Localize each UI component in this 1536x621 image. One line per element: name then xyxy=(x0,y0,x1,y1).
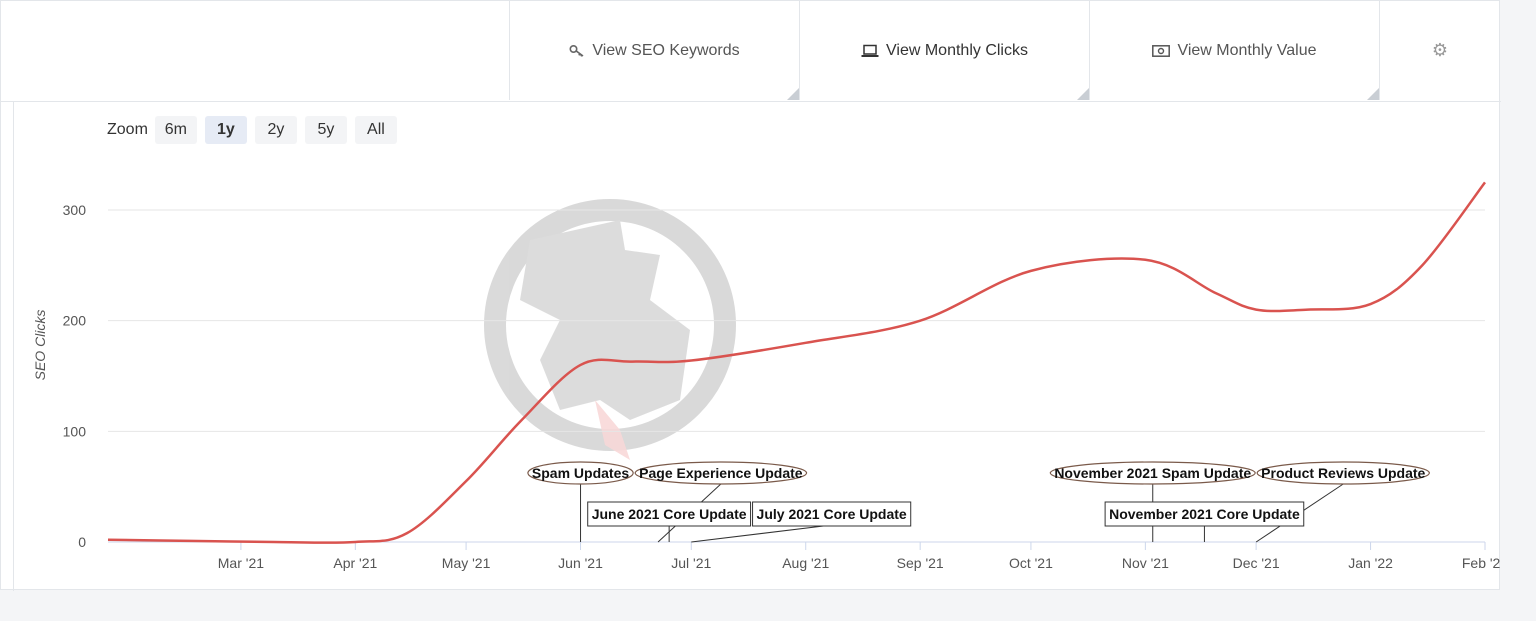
watermark-logo xyxy=(484,199,736,460)
settings-button[interactable]: ⚙ xyxy=(1379,1,1500,100)
annotation-box xyxy=(587,501,752,527)
money-icon xyxy=(1152,44,1171,57)
seo-clicks-chart: Mar '21 Apr '21 May '21 Jun '21 Jul '21 Aug '… xyxy=(32,181,1500,571)
y-tick-label: 200 xyxy=(63,313,87,329)
annotation-label: July 2021 Core Update xyxy=(757,506,907,522)
laptop-icon xyxy=(861,44,879,58)
grid-lines xyxy=(108,209,1485,432)
annotation-ellipse xyxy=(1049,461,1256,485)
series-line xyxy=(107,181,1486,544)
annotation-ellipse xyxy=(634,461,808,485)
annotation-label: November 2021 Core Update xyxy=(1109,506,1300,522)
annotation-label: June 2021 Core Update xyxy=(592,506,747,522)
zoom-6m-button[interactable]: 6m xyxy=(154,116,197,144)
chart-panel: View SEO Keywords View Monthly Clicks Vi… xyxy=(0,0,1501,591)
annotation-label: Spam Updates xyxy=(532,465,629,481)
annotation: November 2021 Core Update xyxy=(1104,501,1305,542)
x-tick-label: Nov '21 xyxy=(1122,555,1169,571)
y-axis: 0 100 200 300 xyxy=(63,202,87,550)
annotation-box xyxy=(1104,501,1305,527)
gear-icon: ⚙ xyxy=(1431,40,1449,60)
zoom-5y-button[interactable]: 5y xyxy=(304,116,347,144)
tab-corner xyxy=(1367,88,1379,100)
annotation: Spam Updates xyxy=(527,461,634,542)
annotation-label: Product Reviews Update xyxy=(1261,465,1425,481)
x-tick-label: May '21 xyxy=(442,555,491,571)
x-tick-label: Jan '22 xyxy=(1348,555,1393,571)
x-axis: Mar '21 Apr '21 May '21 Jun '21 Jul '21 Aug '… xyxy=(108,541,1500,571)
y-tick-label: 300 xyxy=(63,202,87,218)
x-tick-label: Feb '22 xyxy=(1462,555,1500,571)
zoom-2y-button[interactable]: 2y xyxy=(254,116,297,144)
x-tick-label: Oct '21 xyxy=(1009,555,1053,571)
annotation-connector xyxy=(691,524,832,543)
annotation-label: November 2021 Spam Update xyxy=(1054,465,1251,481)
annotation: November 2021 Spam Update xyxy=(1049,461,1256,542)
tab-view-monthly-value[interactable]: View Monthly Value xyxy=(1089,1,1379,100)
x-tick-label: Jun '21 xyxy=(558,555,603,571)
left-divider xyxy=(13,101,14,591)
tab-bar: View SEO Keywords View Monthly Clicks Vi… xyxy=(1,1,1501,102)
y-tick-label: 100 xyxy=(63,423,87,439)
annotation: June 2021 Core Update xyxy=(587,501,752,542)
tab-view-monthly-clicks[interactable]: View Monthly Clicks xyxy=(799,1,1089,100)
zoom-1y-button[interactable]: 1y xyxy=(204,116,247,144)
zoom-all-button[interactable]: All xyxy=(354,116,397,144)
key-icon xyxy=(569,44,585,58)
tab-label: View Monthly Clicks xyxy=(886,41,1028,59)
x-tick-label: Aug '21 xyxy=(782,555,829,571)
tab-corner xyxy=(787,88,799,100)
annotation-ellipse xyxy=(1256,461,1430,485)
tab-label: View SEO Keywords xyxy=(592,41,740,59)
annotation-box xyxy=(752,501,912,527)
zoom-controls: Zoom 6m 1y 2y 5y All xyxy=(107,116,405,144)
annotation: Product Reviews Update xyxy=(1255,461,1430,543)
annotations: Spam Updates Page Experience Update June 2… xyxy=(527,461,1430,543)
annotation: July 2021 Core Update xyxy=(691,501,912,543)
annotation-label: Page Experience Update xyxy=(639,465,803,481)
x-tick-label: Apr '21 xyxy=(333,555,377,571)
zoom-label: Zoom xyxy=(107,121,148,138)
tab-view-seo-keywords[interactable]: View SEO Keywords xyxy=(509,1,799,100)
x-tick-label: Jul '21 xyxy=(671,555,711,571)
x-tick-label: Sep '21 xyxy=(897,555,944,571)
x-tick-label: Dec '21 xyxy=(1233,555,1280,571)
y-axis-label: SEO Clicks xyxy=(32,310,48,381)
y-tick-label: 0 xyxy=(78,534,86,550)
annotation-ellipse xyxy=(527,461,634,485)
tab-label: View Monthly Value xyxy=(1177,41,1317,59)
tab-corner xyxy=(1077,88,1089,100)
annotation: Page Experience Update xyxy=(634,461,808,543)
x-tick-label: Mar '21 xyxy=(218,555,264,571)
